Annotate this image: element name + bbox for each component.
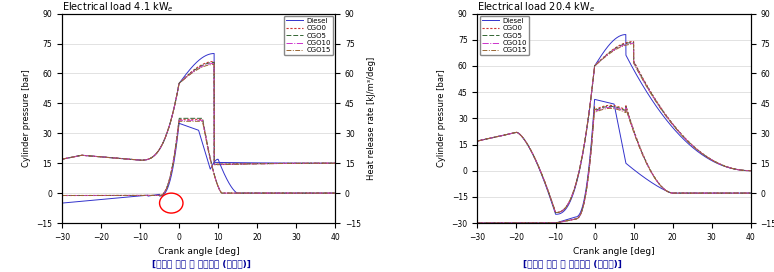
Y-axis label: Heat release rate [kJ/m³/deg]: Heat release rate [kJ/m³/deg] bbox=[367, 57, 375, 180]
Text: [실린더 압력 및 열방출율 (저부하)]: [실린더 압력 및 열방출율 (저부하)] bbox=[152, 259, 251, 268]
Text: Electrical load 20.4 kW$_e$: Electrical load 20.4 kW$_e$ bbox=[478, 0, 595, 14]
Y-axis label: Cylinder pressure [bar]: Cylinder pressure [bar] bbox=[22, 69, 31, 167]
Text: [실린더 압력 및 열방출율 (고부하)]: [실린더 압력 및 열방출율 (고부하)] bbox=[523, 259, 622, 268]
Legend: Diesel, CGO0, CGO5, CGO10, CGO15: Diesel, CGO0, CGO5, CGO10, CGO15 bbox=[480, 16, 529, 55]
Y-axis label: Cylinder pressure [bar]: Cylinder pressure [bar] bbox=[437, 69, 446, 167]
Text: Electrical load 4.1 kW$_e$: Electrical load 4.1 kW$_e$ bbox=[62, 0, 173, 14]
X-axis label: Crank angle [deg]: Crank angle [deg] bbox=[158, 247, 239, 256]
X-axis label: Crank angle [deg]: Crank angle [deg] bbox=[574, 247, 655, 256]
Legend: Diesel, CGO0, CGO5, CGO10, CGO15: Diesel, CGO0, CGO5, CGO10, CGO15 bbox=[284, 16, 333, 55]
